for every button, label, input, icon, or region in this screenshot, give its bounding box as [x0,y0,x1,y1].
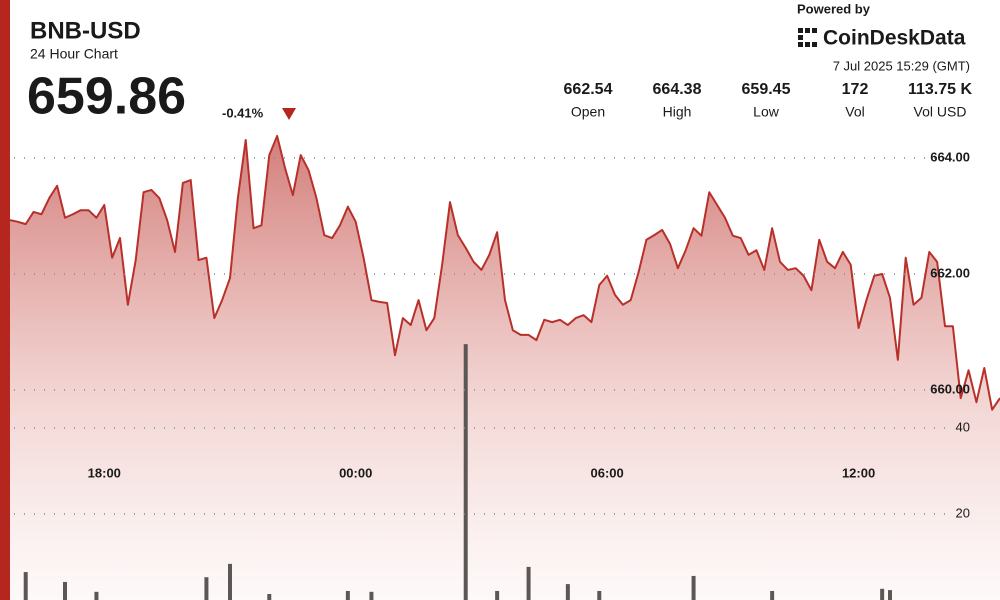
down-arrow [282,108,296,120]
stat-value: 659.45 [742,81,791,98]
volume-bar [691,575,696,600]
subtitle: 24 Hour Chart [30,46,118,62]
volume-bar [23,572,28,600]
timestamp: 7 Jul 2025 15:29 (GMT) [833,58,970,73]
plot-area [10,134,1000,600]
symbol: BNB-USD [30,17,141,44]
stat-label: Low [753,104,780,120]
stat-label: Vol USD [914,104,967,120]
volume-bar [369,591,374,600]
volume-bar [204,577,209,600]
brand-icon [798,28,817,47]
volume-bar [880,588,885,600]
volume-bar [228,563,232,600]
price: 659.86 [27,68,186,126]
x-tick-label: 06:00 [591,465,624,480]
stats: 662.54 Open 664.38 High 659.45 Low 172 Vol 113.7… [564,81,973,119]
y2-tick-label: 20 [956,505,970,520]
volume-bar [526,566,531,600]
stat-label: High [663,104,692,120]
volume-bar [345,590,350,600]
stat-label: Vol [845,104,864,120]
powered-by: Powered by [797,1,871,16]
volume-bar [597,590,602,600]
brand: CoinDeskData [823,27,966,50]
y-tick-label: 662.00 [930,265,970,280]
volume-bar [94,591,99,600]
volume-bar [565,584,570,600]
volume-bar [267,593,272,600]
volume-bar [63,581,67,600]
price-area [10,135,1000,600]
stat-value: 664.38 [653,81,702,98]
x-tick-label: 18:00 [88,465,121,480]
volume-bar [463,344,468,600]
y-tick-label: 660.00 [930,381,970,396]
stat-value: 172 [842,81,869,98]
axes: 660.00 662.00 664.00 20 40 18:00 00:00 06:00 12:… [14,149,970,520]
volume-bar [888,590,892,600]
price-change: -0.41% [222,105,264,120]
stat-value: 113.75 K [908,81,973,98]
stat-value: 662.54 [564,81,613,98]
stat-label: Open [571,104,605,120]
x-tick-label: 12:00 [842,465,875,480]
price-line [10,134,1000,411]
volume-bar [770,590,775,600]
accent-bar [0,0,10,600]
y-tick-label: 664.00 [930,149,970,164]
volume-bar [495,590,500,600]
y2-tick-label: 40 [956,419,970,434]
x-tick-label: 00:00 [339,465,372,480]
